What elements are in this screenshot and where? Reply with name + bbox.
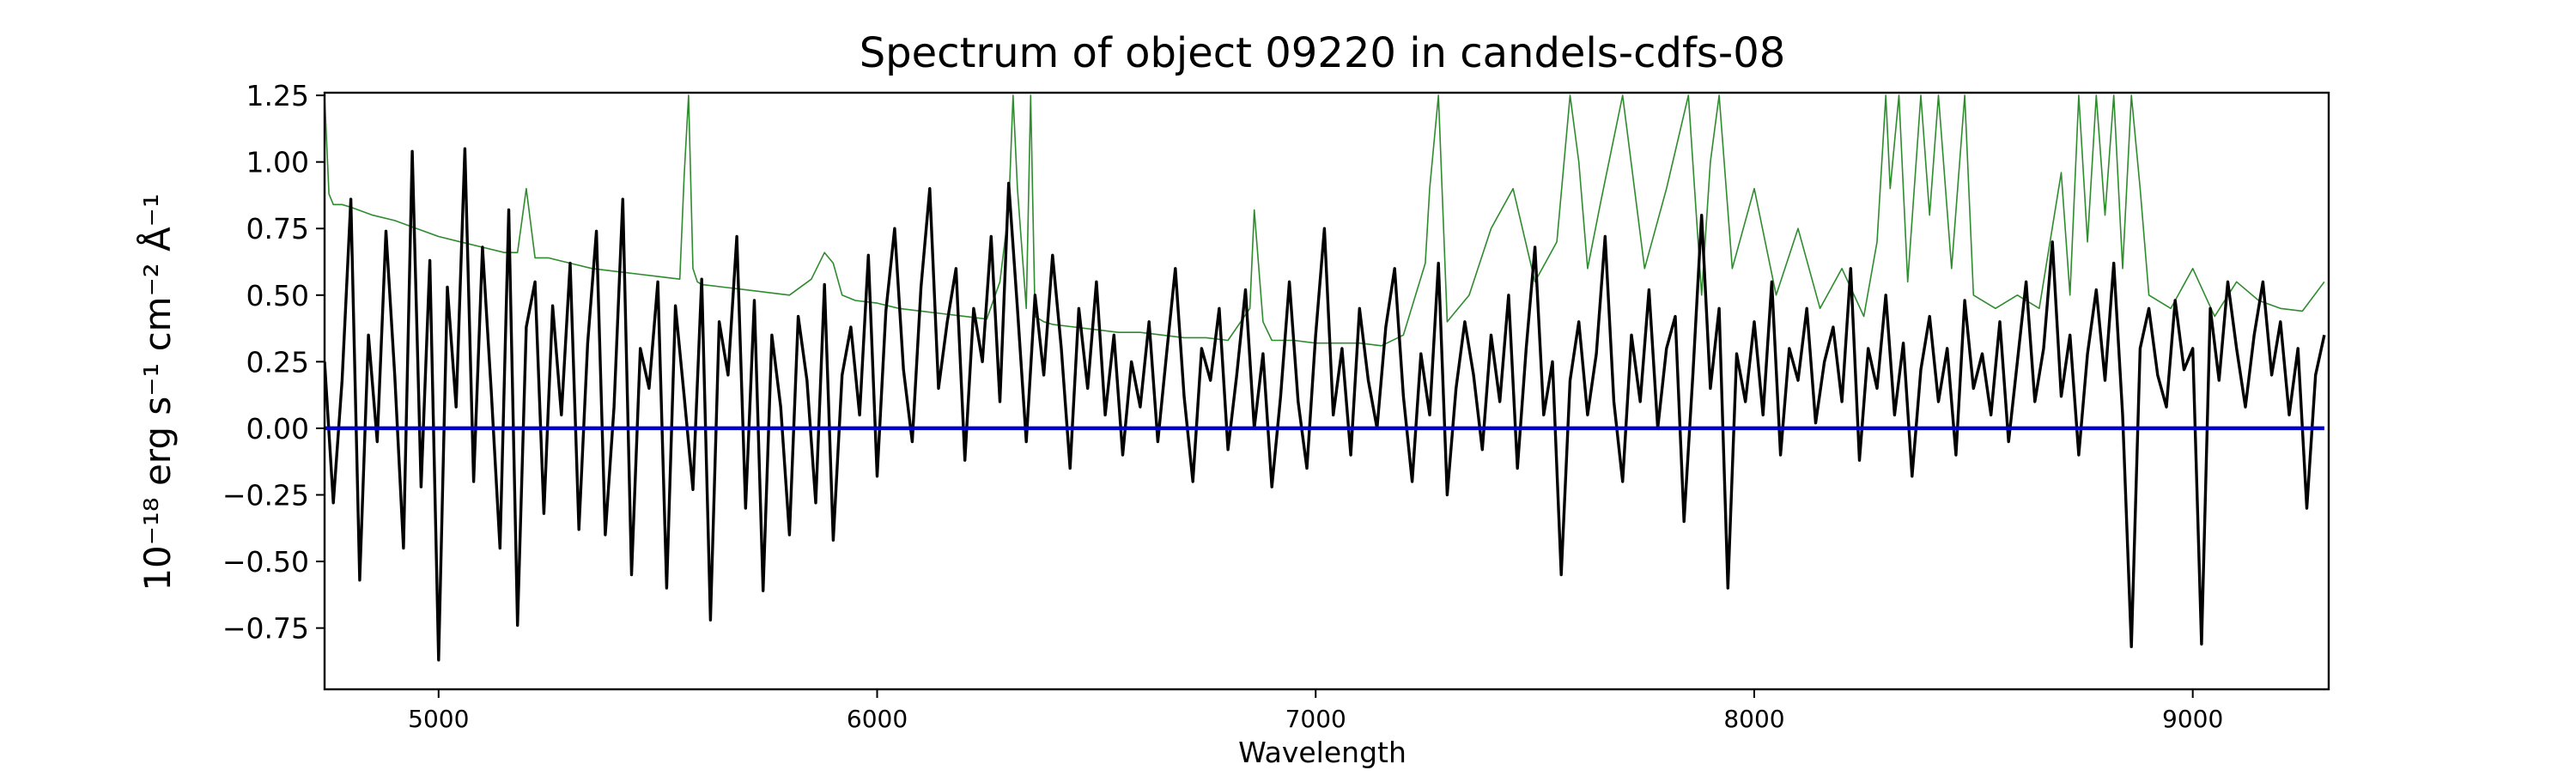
series-line-flux	[325, 147, 2326, 662]
y-tick-label: 0.50	[246, 279, 309, 312]
y-tick-label: 0.75	[246, 212, 309, 246]
y-axis-label: 10⁻¹⁸ erg s⁻¹ cm⁻² Å⁻¹	[136, 193, 179, 591]
axes: 5000 6000 7000 8000 9000 −0.75 −0.50 −0.25 0.00 0…	[222, 79, 2330, 733]
y-tick-label: 0.25	[246, 345, 309, 379]
chart-title: Spectrum of object 09220 in candels-cdfs…	[860, 29, 1786, 77]
y-tick-label: 1.25	[246, 79, 309, 112]
x-tick-label: 9000	[2162, 705, 2223, 733]
y-tick-label: 1.00	[246, 146, 309, 179]
x-tick-label: 7000	[1285, 705, 1346, 733]
x-tick-label: 5000	[408, 705, 469, 733]
x-tick-label: 8000	[1723, 705, 1784, 733]
plot-area	[325, 94, 2326, 662]
y-tick-label: 0.00	[246, 412, 309, 446]
y-tick-label: −0.50	[222, 545, 309, 579]
x-tick-label: 6000	[847, 705, 908, 733]
y-tick-label: −0.75	[222, 612, 309, 646]
plot-frame	[323, 91, 2330, 691]
x-axis-label: Wavelength	[1238, 736, 1406, 769]
y-tick-label: −0.25	[222, 479, 309, 512]
